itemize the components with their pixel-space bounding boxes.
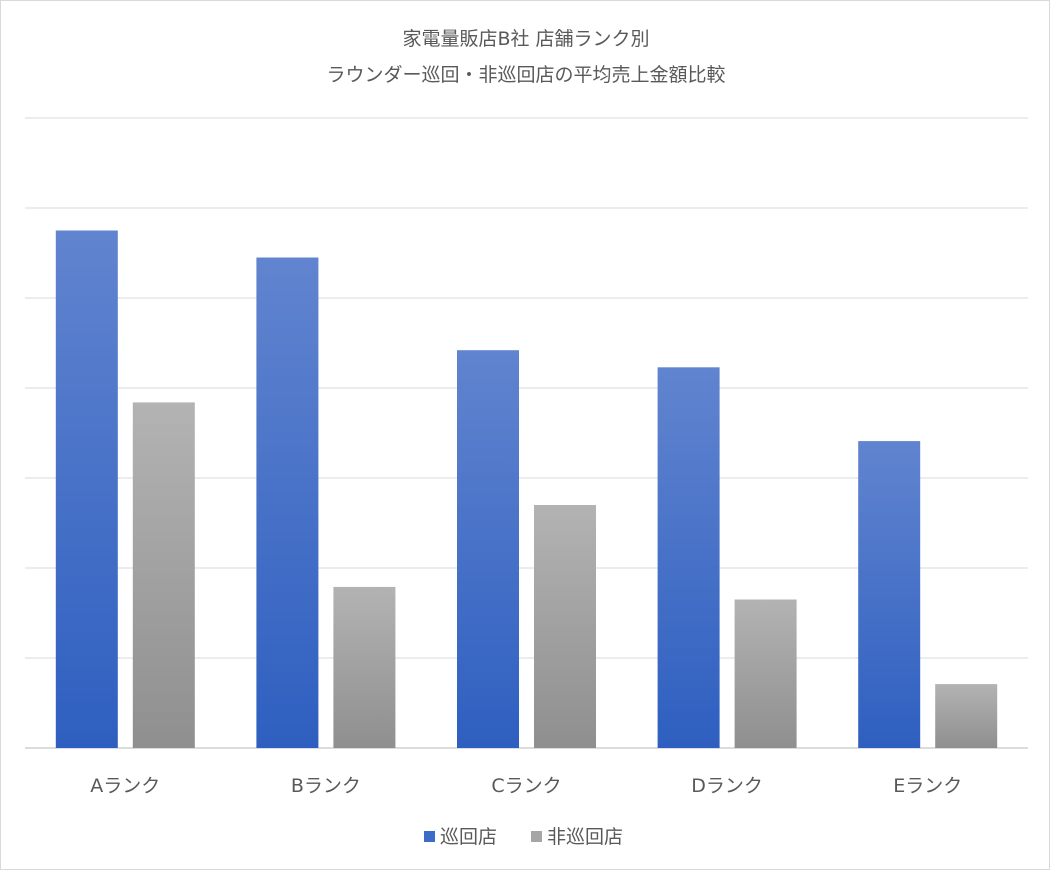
bars (55, 230, 998, 748)
x-axis-labels: Aランク Bランク Cランク Dランク Eランク (90, 775, 962, 797)
bar-junkai-4 (657, 367, 720, 748)
bar-hijunkai-1 (132, 402, 195, 748)
legend-label-1: 巡回店 (440, 826, 497, 848)
bar-junkai-2 (256, 257, 319, 748)
bar-junkai-5 (858, 441, 921, 748)
x-tick-label: Eランク (893, 775, 962, 797)
legend-swatch-2 (531, 831, 542, 842)
x-tick-label: Cランク (491, 775, 561, 797)
legend-swatch-1 (424, 831, 435, 842)
chart-title: 家電量販店B社 店舗ランク別 (402, 28, 650, 50)
legend: 巡回店 非巡回店 (424, 826, 623, 848)
bar-junkai-1 (55, 230, 118, 748)
bar-hijunkai-3 (534, 505, 596, 748)
chart-subtitle: ラウンダー巡回・非巡回店の平均売上金額比較 (326, 64, 726, 86)
x-tick-label: Bランク (291, 775, 361, 797)
bar-hijunkai-4 (734, 599, 797, 748)
bar-hijunkai-2 (333, 586, 396, 748)
bar-hijunkai-5 (935, 684, 998, 748)
bar-junkai-3 (457, 350, 519, 748)
x-tick-label: Dランク (691, 775, 763, 797)
x-tick-label: Aランク (90, 775, 160, 797)
legend-label-2: 非巡回店 (547, 826, 623, 848)
